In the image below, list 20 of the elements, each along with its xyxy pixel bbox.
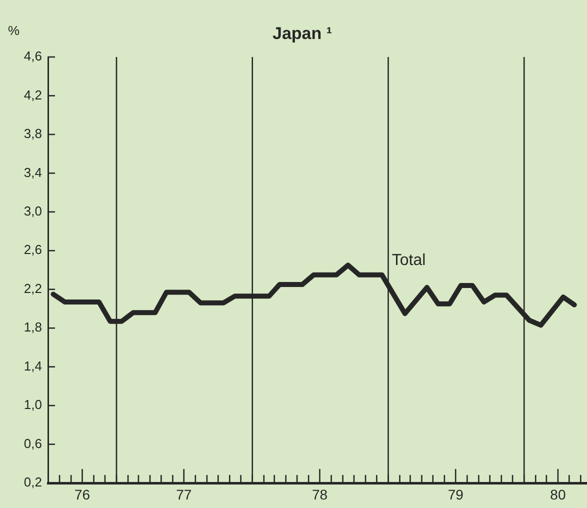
series-label: Total (392, 252, 426, 270)
y-tick-label: 0,2 (24, 474, 42, 490)
x-tick-label: 76 (74, 486, 90, 502)
y-tick-label: 0,6 (24, 436, 42, 451)
y-tick-label: 1,8 (24, 320, 42, 335)
y-tick-label: 3,0 (24, 203, 42, 218)
y-tick-label: 3,4 (24, 164, 42, 180)
y-tick-label: 1,4 (24, 358, 42, 374)
y-tick-label: 2,2 (24, 280, 42, 296)
y-tick-label: 3,8 (24, 126, 42, 142)
y-tick-label: 1,0 (24, 397, 42, 412)
y-tick-label: 4,2 (24, 87, 42, 102)
x-tick-label: 77 (176, 486, 192, 502)
x-tick-label: 80 (550, 486, 566, 502)
chart-title: Japan ¹ (272, 24, 332, 43)
x-tick-label: 78 (312, 486, 328, 502)
y-tick-label: 4,6 (24, 48, 42, 64)
y-axis-title: % (8, 23, 20, 38)
x-tick-label: 79 (448, 486, 464, 502)
y-tick-label: 2,6 (24, 242, 42, 258)
